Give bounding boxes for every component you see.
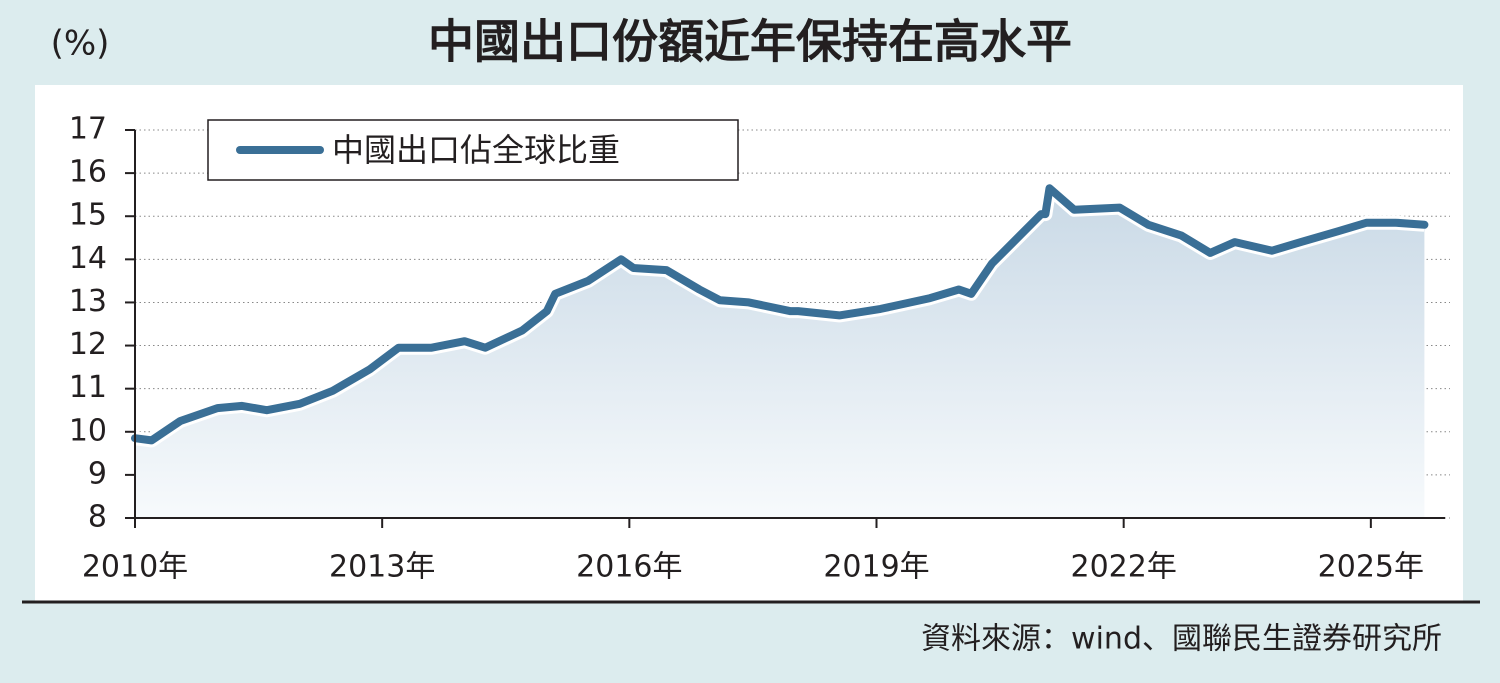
y-tick-label: 17 [69,112,107,147]
y-tick-label: 8 [88,500,107,535]
y-tick-label: 15 [69,198,107,233]
area [135,188,1425,518]
y-tick-label: 13 [69,284,107,319]
line [131,184,1429,445]
x-tick-label: 2025年 [1318,550,1424,585]
x-tick-label: 2013年 [329,550,435,585]
x-tick-label: 2022年 [1070,550,1176,585]
unit-label: (%) [51,24,110,64]
source-note: 資料來源：wind、國聯民生證券研究所 [921,622,1442,657]
y-tick-label: 14 [69,241,107,276]
y-tick-label: 11 [69,370,107,405]
x-tick-label: 2016年 [576,550,682,585]
x-tick-label: 2019年 [823,550,929,585]
y-tick-label: 16 [69,155,107,190]
chart-title: 中國出口份額近年保持在高水平 [428,15,1072,69]
y-tick-label: 10 [69,413,107,448]
x-tick-label: 2010年 [82,550,188,585]
y-tick-label: 9 [88,456,107,491]
legend-label: 中國出口佔全球比重 [332,131,620,169]
y-tick-label: 12 [69,327,107,362]
